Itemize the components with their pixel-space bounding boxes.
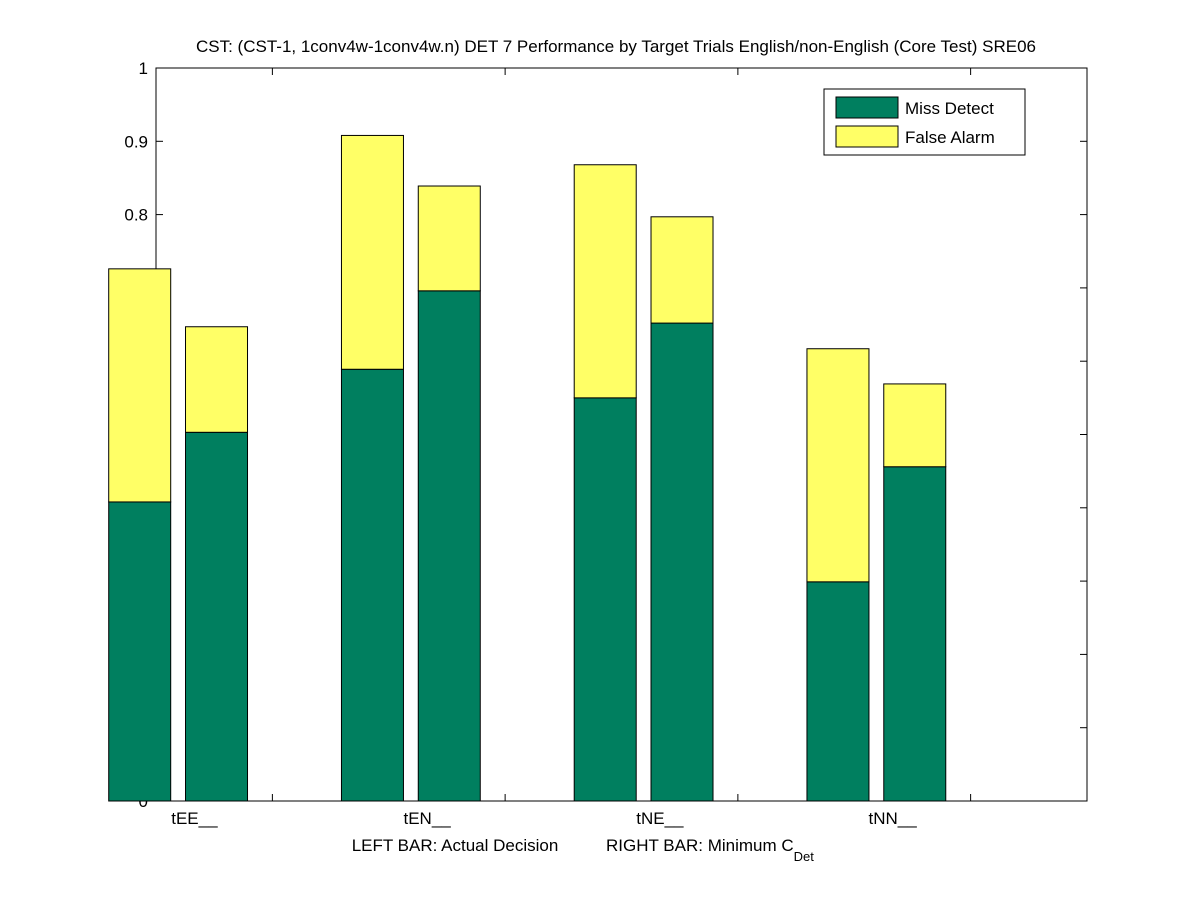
bar-miss-detect-minimum-cdet: [883, 466, 947, 802]
x-label-right: RIGHT BAR: Minimum CDet: [606, 836, 814, 864]
legend-swatch-miss-detect: [835, 96, 899, 119]
bars: [108, 134, 947, 802]
x-axis: tEE__ tEN__ tNE__ tNN__: [171, 68, 972, 828]
bar-miss-detect-minimum-cdet: [185, 431, 249, 802]
bar-false-alarm-actual-decision: [340, 134, 404, 370]
x-tick-label: tNN__: [869, 809, 918, 828]
bar-miss-detect-actual-decision: [108, 501, 172, 802]
x-label-right-subscript: Det: [794, 849, 815, 864]
x-label-left: LEFT BAR: Actual Decision: [352, 836, 559, 855]
legend-label-miss-detect: Miss Detect: [905, 99, 994, 118]
bar-miss-detect-actual-decision: [806, 581, 870, 802]
legend-swatch-false-alarm: [835, 125, 899, 148]
bar-false-alarm-actual-decision: [806, 348, 870, 583]
bar-miss-detect-minimum-cdet: [417, 290, 481, 802]
x-tick-label: tEN__: [404, 809, 452, 828]
y-tick-label: 0.9: [124, 132, 148, 151]
x-tick-label: tNE__: [636, 809, 684, 828]
x-tick-label: tEE__: [171, 809, 218, 828]
y-tick-label: 0.8: [124, 206, 148, 225]
legend: Miss Detect False Alarm: [823, 88, 1026, 156]
x-label-right-main: RIGHT BAR: Minimum C: [606, 836, 794, 855]
bar-miss-detect-actual-decision: [340, 368, 404, 802]
bar-false-alarm-minimum-cdet: [650, 216, 714, 324]
chart-title: CST: (CST-1, 1conv4w-1conv4w.n) DET 7 Pe…: [196, 37, 1036, 56]
bar-miss-detect-minimum-cdet: [650, 322, 714, 802]
bar-false-alarm-minimum-cdet: [417, 185, 481, 292]
bar-false-alarm-actual-decision: [108, 268, 172, 503]
bar-false-alarm-minimum-cdet: [883, 383, 947, 468]
legend-label-false-alarm: False Alarm: [905, 128, 995, 147]
y-tick-label: 1: [139, 59, 148, 78]
bar-miss-detect-actual-decision: [573, 397, 637, 802]
bar-false-alarm-minimum-cdet: [185, 326, 249, 433]
bar-false-alarm-actual-decision: [573, 164, 637, 399]
